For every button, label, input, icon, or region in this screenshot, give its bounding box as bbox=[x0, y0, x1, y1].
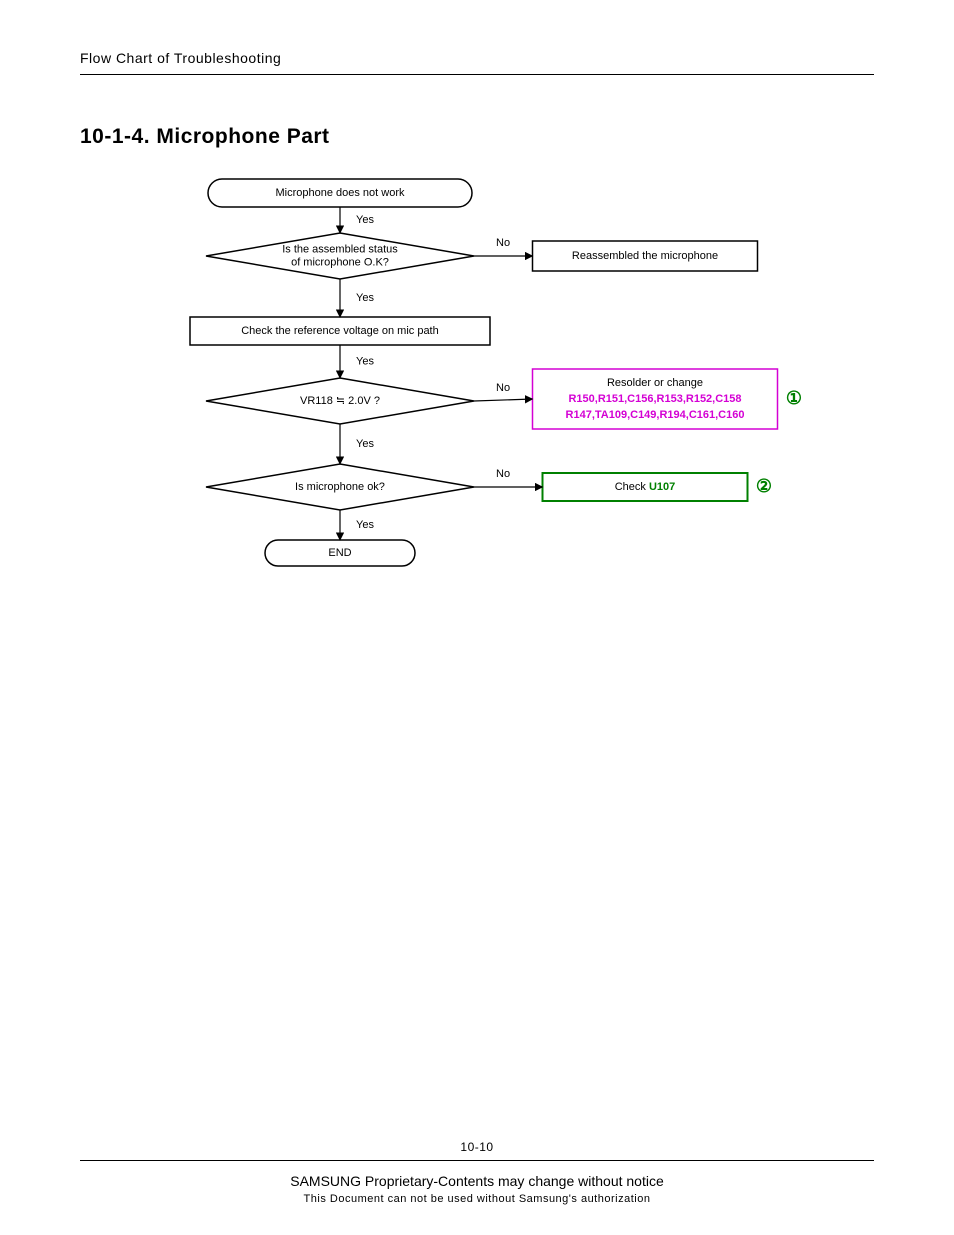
section-title: 10-1-4. Microphone Part bbox=[80, 125, 874, 149]
edge-label: No bbox=[496, 237, 510, 249]
header-rule bbox=[80, 74, 874, 75]
page-footer: 10-10 SAMSUNG Proprietary-Contents may c… bbox=[0, 1140, 954, 1205]
footer-rule bbox=[80, 1160, 874, 1161]
edge-label: No bbox=[496, 468, 510, 480]
edge-label: Yes bbox=[356, 519, 374, 531]
page-number: 10-10 bbox=[0, 1140, 954, 1154]
edge-label: Yes bbox=[356, 292, 374, 304]
node-text: Resolder or change bbox=[607, 377, 703, 389]
node-text: R150,R151,C156,R153,R152,C158 bbox=[568, 393, 741, 405]
footer-line-1: SAMSUNG Proprietary-Contents may change … bbox=[0, 1173, 954, 1189]
flowchart-canvas: Microphone does not work Is the assembled… bbox=[80, 171, 874, 601]
node-text: of microphone O.K? bbox=[291, 256, 389, 268]
footer-line-2: This Document can not be used without Sa… bbox=[0, 1193, 954, 1205]
node-text: Check the reference voltage on mic path bbox=[241, 325, 439, 337]
node-text: R147,TA109,C149,R194,C161,C160 bbox=[566, 409, 745, 421]
node-text: END bbox=[328, 547, 351, 559]
edge-label: Yes bbox=[356, 438, 374, 450]
edge-label: Yes bbox=[356, 355, 374, 367]
node-text: Reassembled the microphone bbox=[572, 250, 718, 262]
callout-c2: ② bbox=[756, 476, 772, 496]
page-header: Flow Chart of Troubleshooting bbox=[80, 50, 874, 74]
edge bbox=[474, 399, 533, 401]
edge-label: Yes bbox=[356, 214, 374, 226]
node-text: Microphone does not work bbox=[275, 187, 405, 199]
edge-label: No bbox=[496, 382, 510, 394]
node-text: Is the assembled status bbox=[282, 243, 398, 255]
node-text: Check U107 bbox=[615, 481, 676, 493]
node-text: VR118 ≒ 2.0V ? bbox=[300, 395, 380, 407]
node-text: Is microphone ok? bbox=[295, 481, 385, 493]
callout-c1: ① bbox=[786, 388, 802, 408]
